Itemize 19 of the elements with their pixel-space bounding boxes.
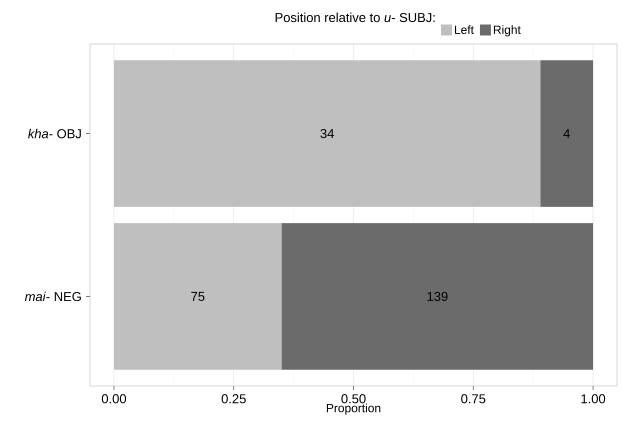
annotation: 34 [320, 128, 334, 138]
legend-label: Left [454, 25, 474, 34]
annotation: 4 [563, 129, 570, 138]
bar [114, 223, 282, 370]
annotation: 139 [428, 292, 448, 302]
x-tick-label: 1.00 [581, 394, 606, 404]
x-tick-label: 0.50 [341, 394, 366, 404]
y-tick-label: kha- OBJ [28, 128, 81, 138]
legend-label: Right [494, 25, 521, 36]
legend-title: Position relative to u- SUBJ: [276, 12, 435, 22]
x-tick-label: 0.25 [222, 394, 246, 404]
x-axis-title: Proportion [326, 404, 380, 415]
annotation: 75 [191, 292, 204, 301]
x-tick-label: 0.75 [461, 394, 486, 404]
bar [540, 60, 594, 207]
x-tick-label: 0.00 [102, 394, 126, 404]
y-tick-label: mai- NEG [24, 292, 81, 302]
bar [282, 223, 594, 370]
bar [114, 60, 540, 207]
